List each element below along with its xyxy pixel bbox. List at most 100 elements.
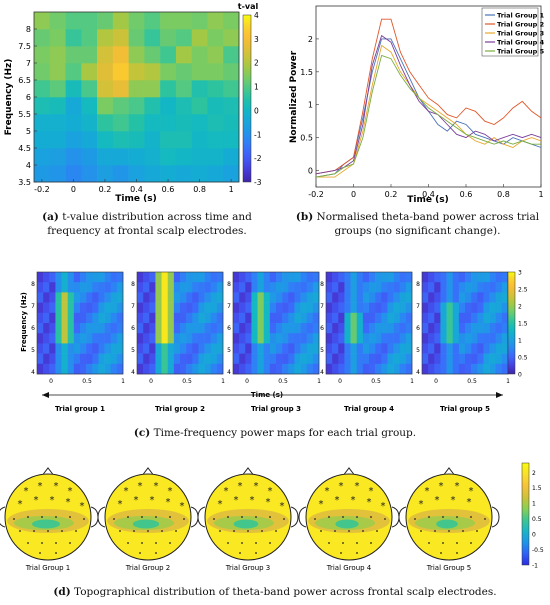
electrode-dot — [183, 518, 185, 520]
heatmap-cell — [160, 63, 177, 81]
tf-cell — [43, 363, 50, 375]
tf-cell — [210, 292, 218, 303]
tf-cell — [167, 363, 175, 375]
caption-d-text: Topographical distribution of theta-band… — [74, 586, 497, 598]
significant-electrode-marker: * — [138, 481, 143, 492]
caption-b: (b) Normalised theta-band power across t… — [290, 210, 545, 238]
panel-c-group-labels: Trial group 1 Trial group 2 Trial group 3 T… — [55, 405, 490, 413]
topomap-1: * * * ** * * * *Trial Group 1 — [0, 467, 99, 572]
tf-cell — [489, 312, 497, 324]
legend-entry: Trial Group 4 — [497, 39, 545, 47]
caption-c-text: Time-frequency power maps for each trial… — [153, 427, 417, 439]
heatmap-cell — [65, 46, 82, 64]
tf-cell — [137, 323, 144, 334]
heatmap-cell — [175, 80, 192, 98]
y-tick-label: 7.5 — [18, 42, 31, 51]
tf-cell — [98, 333, 105, 344]
tf-cell — [362, 302, 370, 314]
heatmap-cell — [223, 148, 240, 166]
tf-cell — [110, 302, 118, 314]
tf-cell — [375, 343, 382, 354]
colorbar-tick-label: 2 — [532, 470, 536, 477]
tf-cell — [37, 333, 44, 344]
nose — [142, 467, 154, 475]
x-tick-label: 0.8 — [497, 190, 510, 199]
electrode-dot — [370, 542, 372, 544]
tf-cell — [350, 302, 358, 314]
heatmap-cell — [191, 12, 208, 30]
tf-cell — [98, 292, 105, 303]
tf-cell — [137, 302, 144, 314]
tf-cell — [98, 363, 105, 375]
tf-cell — [446, 282, 454, 293]
right-ear — [391, 506, 400, 528]
heatmap-cell — [49, 80, 66, 98]
heatmap-cell — [191, 29, 208, 47]
colorbar-tick-label: 3 — [518, 270, 522, 277]
tf-cell — [282, 343, 289, 354]
tf-cell — [483, 333, 490, 344]
electrode-dot — [127, 542, 129, 544]
tf-cell — [356, 282, 364, 293]
tf-cell — [294, 272, 301, 283]
tf-cell — [73, 312, 81, 324]
tf-cell — [204, 272, 212, 283]
tf-cell — [92, 353, 99, 365]
electrode-dot — [19, 530, 21, 532]
x-tick-label: 0.4 — [130, 185, 143, 194]
heatmap-cell — [49, 148, 66, 166]
electrode-dot — [456, 516, 458, 518]
tf-cell — [198, 323, 205, 334]
tf-cell — [288, 363, 295, 375]
tf-cell — [204, 312, 212, 324]
electrode-dot — [155, 542, 157, 544]
x-tick-label: 0 — [338, 378, 342, 385]
tf-cell — [344, 323, 351, 334]
electrode-dot — [340, 552, 342, 554]
nose — [42, 467, 54, 475]
tf-cell — [375, 302, 382, 314]
heatmap-cell — [112, 131, 129, 149]
tf-cell — [428, 272, 435, 283]
panel-c-heatmaps: 8 7 6 5 4 0 0.5 1 8 7 6 5 4 0 0.5 1 8 7 6 5 4 0 0.5 1 8 7 6 5 4 0 0.5 1… — [31, 271, 510, 385]
x-tick-label: 1 — [538, 190, 543, 199]
tf-cell — [149, 272, 156, 283]
significant-electrode-marker: * — [166, 497, 171, 508]
tf-cell — [276, 323, 283, 334]
tf-cell — [452, 312, 460, 324]
tf-cell — [489, 353, 497, 365]
electrode-dot — [39, 552, 41, 554]
tf-cell — [110, 363, 118, 375]
y-tick-label: 8 — [227, 281, 231, 288]
tf-cell — [137, 292, 144, 303]
tf-cell — [375, 353, 382, 365]
tf-cell — [440, 272, 447, 283]
y-tick-label: 7 — [320, 303, 324, 310]
heatmap-cell — [65, 80, 82, 98]
tf-cell — [43, 272, 50, 283]
legend-entry: Trial Group 5 — [497, 48, 545, 56]
tf-cell — [428, 292, 435, 303]
y-tick-label: 7 — [31, 303, 35, 310]
significant-electrode-marker: * — [66, 497, 71, 508]
tf-cell — [306, 353, 314, 365]
heatmap-cell — [144, 12, 161, 30]
series-line-3 — [316, 44, 542, 178]
electrode-dot — [127, 516, 129, 518]
tf-cell — [356, 312, 364, 324]
tf-cell — [269, 323, 277, 334]
tf-cell — [186, 363, 193, 375]
tf-cell — [149, 292, 156, 303]
y-tick-label: 4 — [227, 369, 231, 376]
tf-cell — [239, 282, 246, 293]
electrode-dot — [428, 542, 430, 544]
tf-map-label: Trial group 2 — [155, 405, 205, 413]
tf-cell — [465, 272, 472, 283]
tf-cell — [43, 343, 50, 354]
tf-cell — [98, 353, 105, 365]
tf-cell — [192, 363, 199, 375]
tf-cell — [180, 282, 187, 293]
tf-cell — [489, 333, 497, 344]
heatmap-cell — [97, 165, 114, 183]
y-tick-label: 6 — [26, 93, 31, 102]
